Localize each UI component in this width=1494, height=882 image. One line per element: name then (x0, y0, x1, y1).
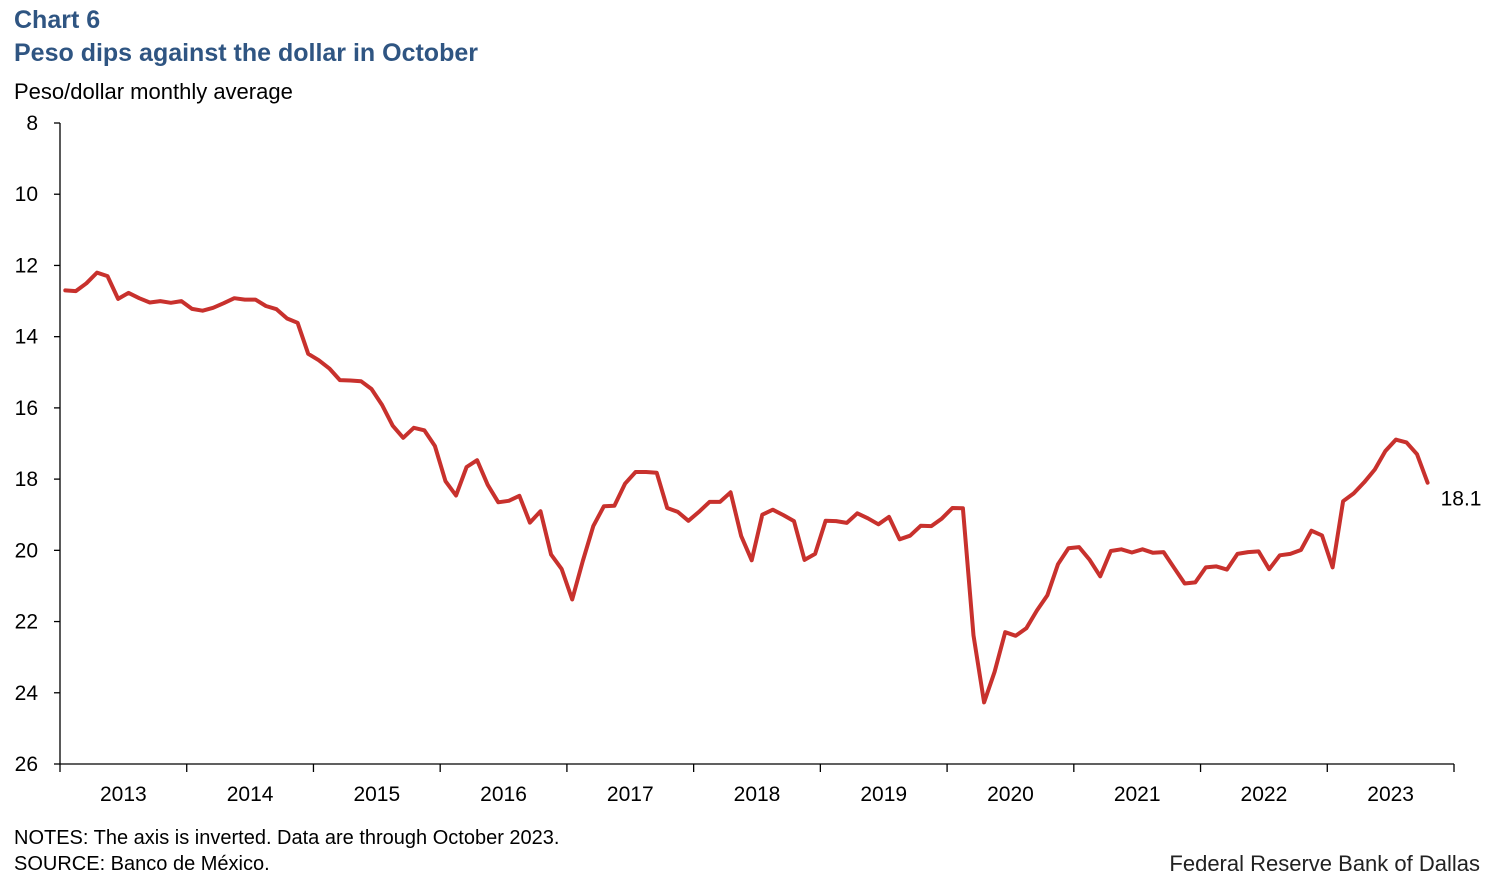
chart-number: Chart 6 (14, 6, 101, 34)
x-tick-label: 2014 (227, 783, 274, 806)
y-tick-label: 20 (15, 539, 38, 562)
y-axis-unit-label: Peso/dollar monthly average (14, 79, 293, 104)
x-axis: 2013 2014 2015 2016 2017 2018 2019 2020 2021 2022… (59, 763, 1455, 806)
x-tick-label: 2016 (480, 783, 527, 806)
x-tick-label: 2022 (1241, 783, 1288, 806)
publisher-credit: Federal Reserve Bank of Dallas (1169, 851, 1480, 876)
x-tick-label: 2019 (860, 783, 907, 806)
y-axis: 8 10 12 14 16 18 20 22 24 26 (15, 112, 61, 776)
y-tick-label: 14 (15, 326, 39, 349)
x-tick-label: 2015 (353, 783, 400, 806)
y-tick-label: 10 (15, 183, 38, 206)
x-tick-label: 2021 (1114, 783, 1161, 806)
x-tick-label: 2023 (1367, 783, 1414, 806)
y-tick-label: 24 (15, 682, 39, 705)
series-line (63, 270, 1430, 705)
x-tick-label: 2018 (734, 783, 781, 806)
series-layer: 18.1 (63, 270, 1482, 705)
chart-source: SOURCE: Banco de México. (14, 853, 270, 875)
y-tick-label: 16 (15, 397, 38, 420)
y-tick-label: 18 (15, 468, 38, 491)
chart-title: Peso dips against the dollar in October (14, 39, 478, 67)
y-tick-label: 22 (15, 611, 38, 634)
x-tick-label: 2020 (987, 783, 1034, 806)
chart-notes: NOTES: The axis is inverted. Data are th… (14, 827, 560, 849)
y-tick-label: 8 (26, 112, 38, 135)
x-tick-label: 2017 (607, 783, 654, 806)
end-value-label: 18.1 (1441, 488, 1482, 511)
x-tick-label: 2013 (100, 783, 147, 806)
y-tick-label: 26 (15, 753, 38, 776)
y-tick-label: 12 (15, 254, 38, 277)
